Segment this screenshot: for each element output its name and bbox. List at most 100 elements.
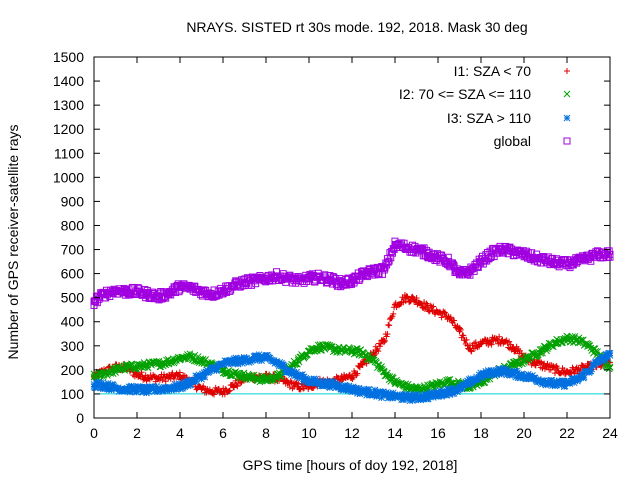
series-3-point-sample [374, 392, 381, 400]
series-3-point-sample [579, 370, 586, 377]
series-3-point-sample [104, 379, 112, 387]
x-axis-title: GPS time [hours of doy 192, 2018] [243, 457, 458, 473]
series-3-point-sample [504, 365, 511, 373]
series-1-point-sample [456, 325, 463, 332]
series-1-point-sample [426, 308, 433, 315]
y-tick-label: 1400 [53, 73, 84, 89]
series-2-point-sample [606, 363, 614, 371]
series-3-point-sample [114, 384, 122, 392]
series-3-point-sample [241, 355, 249, 362]
series-1-point-sample [409, 293, 416, 300]
series-1-point-sample [457, 326, 464, 333]
series-3-point-sample [493, 371, 500, 379]
series-3-point-sample [464, 381, 472, 388]
series-2 [90, 332, 614, 395]
series-1-point-sample [126, 368, 133, 375]
series-3-point-sample [171, 380, 179, 388]
series-1-point-sample [407, 298, 414, 305]
x-tick-label: 16 [430, 425, 446, 441]
series-4-point-sample [593, 247, 601, 255]
series-3-point-sample [231, 360, 239, 367]
series-1-point-sample [571, 368, 578, 375]
series-3-point-sample [587, 367, 595, 375]
series-3-point-sample [542, 381, 550, 389]
series-1-point-sample [577, 366, 584, 373]
series-3-point-sample [435, 391, 443, 399]
series-3-point-sample [102, 381, 110, 389]
y-tick-label: 1500 [53, 49, 84, 65]
y-tick-label: 1100 [54, 145, 84, 161]
series-3-point-sample [324, 378, 331, 385]
series-3-point-sample [347, 387, 355, 395]
y-axis-title: Number of GPS receiver-satellite rays [5, 125, 21, 360]
series-3-point-sample [349, 383, 357, 391]
series-2-point-sample [366, 351, 374, 359]
series-3-point-sample [545, 380, 553, 388]
series-1-point-sample [510, 345, 517, 352]
series-3-point-sample [561, 382, 569, 390]
series-3-point-sample [603, 351, 611, 358]
series-3-point-sample [238, 354, 245, 362]
series-1-point-sample [427, 302, 434, 309]
series-3-point-sample [105, 386, 113, 393]
series-1-point-sample [400, 299, 407, 306]
series-3-point-sample [352, 384, 360, 392]
series-3-point-sample [594, 357, 602, 364]
series-3-point-sample [92, 384, 100, 391]
series-1-point-sample [159, 377, 166, 384]
series-1-point-sample [305, 386, 312, 393]
x-tick-label: 18 [473, 425, 489, 441]
series-1-point-sample [375, 348, 382, 355]
series-1-point-sample [354, 370, 361, 377]
series-3-point-sample [371, 386, 379, 394]
series-1-point-sample [463, 336, 470, 343]
y-tick-label: 200 [61, 362, 85, 378]
series-2-point-sample [544, 345, 551, 353]
series-2-point-sample [225, 366, 233, 374]
series-1-point-sample [421, 299, 428, 306]
series-3-point-sample [139, 388, 147, 396]
chart-title: NRAYS. SISTED rt 30s mode. 192, 2018. Ma… [186, 19, 527, 35]
series-3-point-sample [209, 364, 217, 372]
series-1-point-sample [385, 321, 392, 328]
series-3-point-sample [409, 397, 416, 404]
series-3-point-sample [513, 367, 520, 375]
series-1-point-sample [226, 387, 233, 394]
series-3-point-sample [255, 351, 263, 358]
series-3-point-sample [512, 373, 520, 381]
series-3-point-sample [580, 373, 588, 381]
series-3-point-sample [403, 391, 410, 398]
series-1-point-sample [237, 379, 244, 386]
series-1-point-sample [481, 336, 488, 343]
series-3-point-sample [108, 386, 115, 394]
series-3-point-sample [425, 390, 433, 397]
series-3-point-sample [436, 387, 444, 394]
series-1-point-sample [234, 383, 241, 390]
series-3-point-sample [410, 396, 418, 404]
x-tick-label: 6 [219, 425, 227, 441]
series-3-point-sample [486, 372, 494, 380]
series-1-point-sample [174, 372, 181, 379]
series-3-point-sample [182, 381, 190, 389]
series-3-point-sample [180, 378, 188, 386]
series-3-point-sample [258, 357, 265, 365]
series-1-point-sample [487, 338, 494, 345]
series-1-point-sample [138, 369, 145, 376]
series-3-point-sample [173, 386, 180, 393]
series-3-point-sample [440, 387, 448, 395]
series-3-point-sample [399, 396, 407, 404]
series-3-point-sample [198, 375, 205, 383]
series-3-point-sample [286, 366, 294, 374]
series-3-point-sample [227, 356, 235, 364]
series-3-point-sample [153, 382, 160, 390]
series-3-point-sample [145, 388, 153, 396]
series-3-point-sample [254, 357, 261, 364]
series-3-point-sample [181, 383, 189, 391]
y-tick-label: 600 [61, 266, 85, 282]
series-1-point-sample [152, 378, 159, 385]
series-1-point-sample [386, 322, 393, 329]
series-1-point-sample [162, 378, 169, 385]
series-2-point-sample [605, 365, 613, 373]
series-1-point-sample [536, 360, 543, 367]
